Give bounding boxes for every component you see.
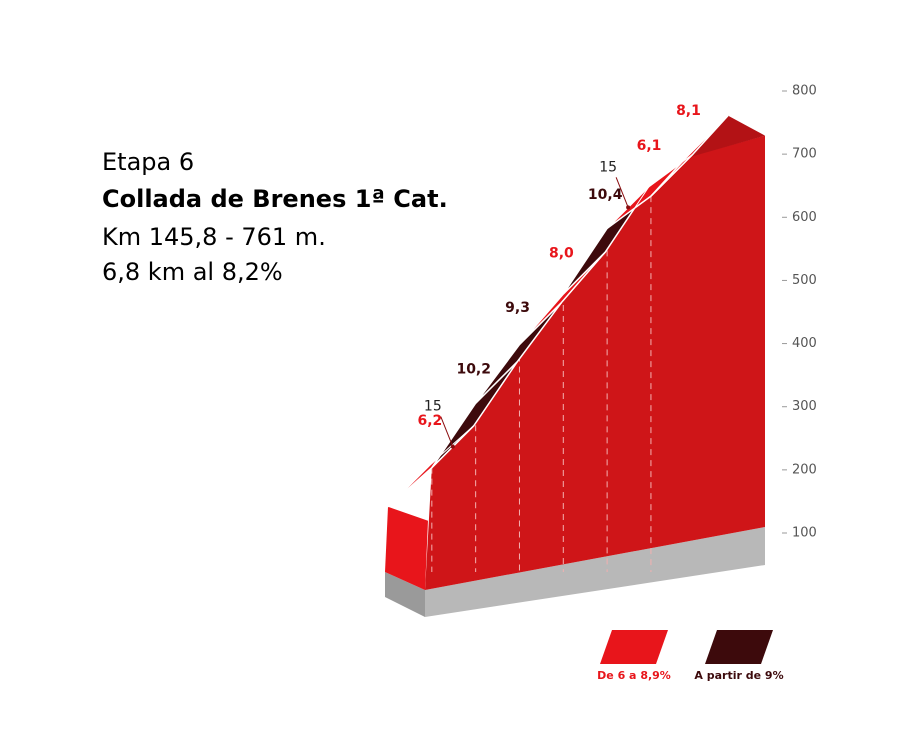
annotation-dot	[450, 444, 455, 449]
gradient-label: 10,4	[588, 187, 623, 203]
annotation-pointer	[615, 177, 629, 208]
base-front	[385, 572, 425, 617]
elevation-line	[429, 115, 729, 466]
chart-title: Collada de Brenes 1ª Cat.	[102, 185, 448, 213]
y-tick-label: 700	[792, 147, 817, 162]
base-side	[425, 527, 765, 617]
profile-right	[688, 115, 765, 158]
y-tick-label: 400	[792, 336, 817, 351]
annotation-dot	[626, 205, 631, 210]
note: 6,8 km al 8,2%	[102, 258, 283, 286]
gradient-label: 6,2	[418, 413, 443, 429]
y-tick-label: 200	[792, 462, 817, 477]
legend-swatch	[705, 630, 773, 664]
profile-wall	[425, 135, 765, 590]
gradient-label: 8,1	[676, 103, 701, 119]
annotation: 15	[599, 159, 617, 175]
y-tick-label: 800	[792, 84, 817, 99]
y-tick-label: 600	[792, 210, 817, 225]
y-tick-label: 500	[792, 273, 817, 288]
profile-front	[385, 506, 428, 590]
annotation-pointer	[440, 416, 454, 447]
stage: Etapa 6	[102, 148, 194, 176]
legend-label: A partir de 9%	[694, 669, 783, 682]
gradient-label: 8,0	[549, 245, 574, 261]
gradient-label: 6,1	[637, 138, 662, 154]
gradient-label: 9,3	[505, 300, 530, 316]
legend-label: De 6 a 8,9%	[597, 669, 671, 682]
y-tick-label: 100	[792, 526, 817, 541]
legend-swatch	[600, 630, 668, 664]
y-tick-label: 300	[792, 399, 817, 414]
annotation: 15	[424, 399, 442, 415]
gradient-label: 10,2	[456, 361, 491, 377]
subtitle: Km 145,8 - 761 m.	[102, 223, 326, 251]
